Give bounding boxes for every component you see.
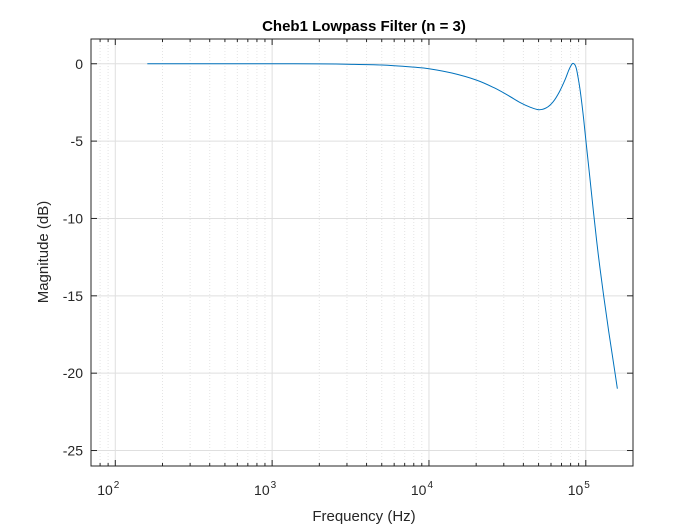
- magnitude-line: [147, 62, 618, 389]
- y-tick-label: -15: [63, 288, 83, 304]
- y-tick-label: -10: [63, 210, 83, 226]
- x-axis-label: Frequency (Hz): [312, 508, 415, 525]
- y-tick-label: -25: [63, 443, 83, 459]
- plot-frame: [90, 38, 634, 467]
- y-tick-label: -5: [71, 133, 84, 149]
- y-tick-label: 0: [75, 56, 83, 72]
- x-tick-label: 103: [254, 480, 277, 498]
- x-tick-label: 104: [411, 480, 434, 498]
- series-group: [147, 62, 618, 389]
- x-tick-label: 102: [97, 480, 120, 498]
- y-axis-label: Magnitude (dB): [35, 201, 52, 304]
- ticks: 102 103 104 105 0 -5 -10 -15 -20 -25: [63, 39, 634, 498]
- x-tick-label: 105: [568, 480, 591, 498]
- chart-title: Cheb1 Lowpass Filter (n = 3): [262, 18, 466, 35]
- y-tick-label: -20: [63, 365, 83, 381]
